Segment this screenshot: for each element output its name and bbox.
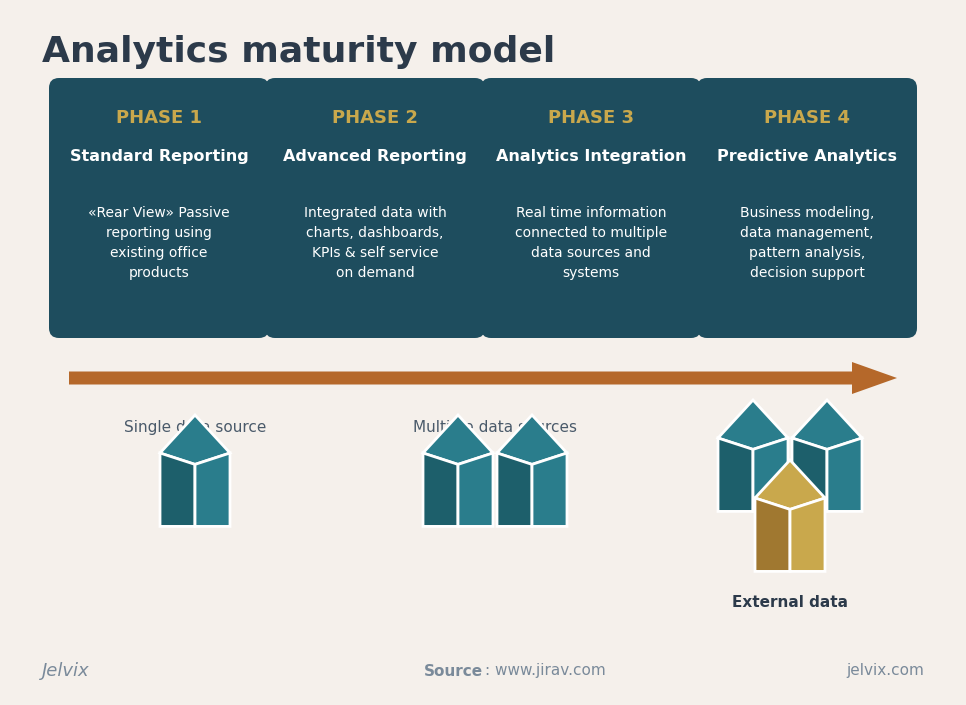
Polygon shape (458, 453, 493, 527)
Text: Real time information
connected to multiple
data sources and
systems: Real time information connected to multi… (515, 206, 668, 280)
Polygon shape (497, 453, 532, 527)
Text: Source: Source (424, 663, 483, 678)
Text: PHASE 3: PHASE 3 (548, 109, 634, 127)
Polygon shape (69, 362, 897, 394)
Polygon shape (195, 453, 230, 527)
Polygon shape (755, 460, 825, 510)
Polygon shape (160, 453, 195, 527)
Text: jelvix.com: jelvix.com (846, 663, 924, 678)
FancyBboxPatch shape (481, 78, 701, 338)
Text: «Rear View» Passive
reporting using
existing office
products: «Rear View» Passive reporting using exis… (88, 206, 230, 280)
Text: Advanced Reporting: Advanced Reporting (283, 149, 467, 164)
Polygon shape (790, 498, 825, 571)
Polygon shape (423, 415, 493, 465)
Polygon shape (753, 438, 788, 511)
Text: Analytics maturity model: Analytics maturity model (42, 35, 555, 69)
FancyBboxPatch shape (49, 78, 269, 338)
Text: Standard Reporting: Standard Reporting (70, 149, 248, 164)
Text: External data: External data (732, 595, 848, 610)
FancyBboxPatch shape (697, 78, 917, 338)
FancyBboxPatch shape (265, 78, 485, 338)
Polygon shape (755, 498, 790, 571)
Text: Predictive Analytics: Predictive Analytics (717, 149, 897, 164)
Polygon shape (718, 438, 753, 511)
Text: Business modeling,
data management,
pattern analysis,
decision support: Business modeling, data management, patt… (740, 206, 874, 280)
Text: Integrated data with
charts, dashboards,
KPIs & self service
on demand: Integrated data with charts, dashboards,… (303, 206, 446, 280)
Polygon shape (792, 438, 827, 511)
Polygon shape (718, 400, 788, 449)
Polygon shape (827, 438, 862, 511)
Text: PHASE 4: PHASE 4 (764, 109, 850, 127)
Polygon shape (160, 415, 230, 465)
Polygon shape (532, 453, 567, 527)
Text: : www.jirav.com: : www.jirav.com (485, 663, 606, 678)
Text: Analytics Integration: Analytics Integration (496, 149, 686, 164)
Text: Jelvix: Jelvix (42, 662, 90, 680)
Text: PHASE 2: PHASE 2 (332, 109, 418, 127)
Text: Single data source: Single data source (124, 420, 267, 435)
Text: Multiple data sources: Multiple data sources (413, 420, 577, 435)
Text: PHASE 1: PHASE 1 (116, 109, 202, 127)
Polygon shape (497, 415, 567, 465)
Polygon shape (423, 453, 458, 527)
Polygon shape (792, 400, 862, 449)
